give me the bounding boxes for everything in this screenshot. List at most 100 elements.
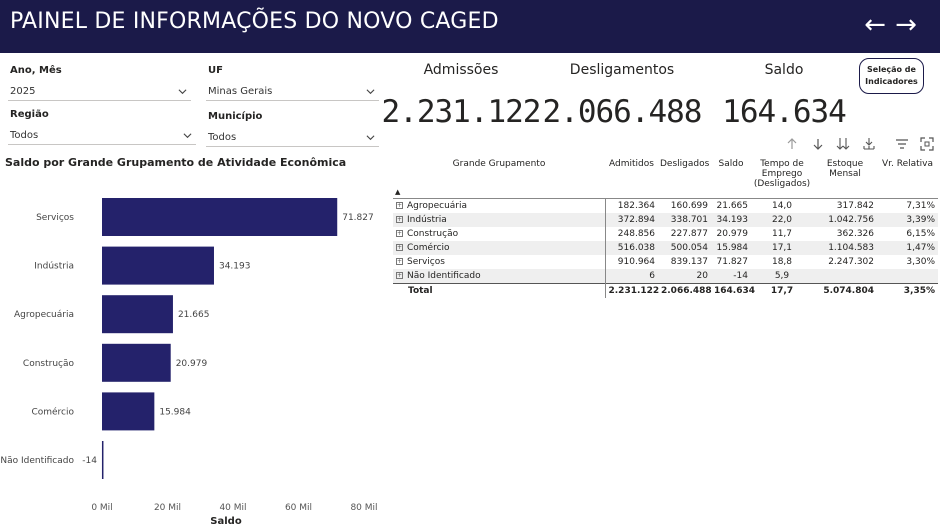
- table-row[interactable]: + Indústria 372.894 338.701 34.193 22,0 1.042.…: [393, 212, 938, 227]
- col-header-saldo[interactable]: Saldo: [718, 159, 744, 169]
- expand-plus-icon[interactable]: +: [396, 201, 403, 209]
- cell-saldo: 71.827: [716, 256, 749, 267]
- expand-plus-icon[interactable]: +: [396, 215, 403, 223]
- forward-arrow-icon[interactable]: →: [895, 10, 917, 40]
- category-label: Agropecuária: [14, 310, 74, 320]
- total-admitidos: 2.231.122: [604, 282, 659, 298]
- cell-admitidos: 372.894: [604, 212, 658, 227]
- cell-tempo: 17,1: [751, 240, 813, 255]
- table-row[interactable]: + Construção 248.856 227.877 20.979 11,7 362.3…: [393, 226, 938, 241]
- chevron-down-icon: [366, 135, 375, 141]
- kpi-admissoes-label: Admissões: [423, 62, 499, 78]
- selecao-indicadores-button[interactable]: Seleção de Indicadores: [859, 58, 924, 94]
- filter-label-municipio: Município: [208, 111, 263, 122]
- col-header-vr[interactable]: Vr. Relativa: [881, 159, 934, 169]
- category-label: Comércio: [31, 406, 74, 417]
- row-label[interactable]: + Construção: [393, 227, 605, 241]
- uf-dropdown[interactable]: Minas Gerais: [206, 83, 379, 101]
- bar: [102, 246, 214, 285]
- regiao-dropdown[interactable]: Todos: [8, 127, 196, 145]
- cell-estoque: [813, 268, 877, 283]
- drill-down-icon[interactable]: [811, 137, 825, 151]
- selecao-indicadores-line2: Indicadores: [865, 77, 918, 86]
- drill-up-icon[interactable]: [785, 137, 799, 151]
- ano-mes-dropdown[interactable]: 2025: [8, 83, 191, 101]
- col-header-tempo[interactable]: Tempo de Emprego (Desligados): [753, 159, 811, 189]
- regiao-value: Todos: [10, 130, 39, 141]
- row-label-text: Indústria: [407, 214, 447, 225]
- cell-desligados: 20: [658, 268, 711, 283]
- cell-admitidos: 182.364: [604, 198, 658, 213]
- cell-tempo: 14,0: [771, 200, 793, 211]
- chart-title: Saldo por Grande Grupamento de Atividade…: [5, 156, 347, 169]
- expand-plus-icon[interactable]: +: [396, 229, 403, 237]
- data-label: 34.193: [219, 262, 251, 272]
- data-label: -14: [82, 456, 97, 466]
- expand-all-icon[interactable]: [862, 137, 876, 151]
- municipio-value: Todos: [208, 132, 237, 143]
- col-header-desligados[interactable]: Desligados: [660, 159, 710, 169]
- total-label: Total: [393, 282, 605, 298]
- x-tick-label: 60 Mil: [285, 503, 312, 513]
- category-label: Indústria: [34, 262, 74, 272]
- cell-desligados: 500.054: [658, 240, 711, 255]
- row-label[interactable]: + Comércio: [393, 240, 605, 255]
- sort-ascending-icon: ▲: [395, 187, 401, 196]
- matrix-body: + Agropecuária 182.364 160.699 21.665 14,0 317…: [393, 198, 938, 298]
- kpi-saldo-value: 164.634: [722, 94, 847, 130]
- cell-saldo: -14: [711, 268, 751, 283]
- focus-mode-icon[interactable]: [920, 137, 934, 151]
- cell-desligados: 839.137: [670, 256, 708, 267]
- cell-tempo: 11,7: [771, 228, 793, 239]
- col-header-grupo-label: Grande Grupamento: [452, 159, 546, 169]
- back-arrow-icon[interactable]: ←: [864, 10, 886, 40]
- cell-vr: 7,31%: [906, 200, 935, 211]
- total-vr: 3,35%: [877, 282, 938, 298]
- expand-next-level-icon[interactable]: [836, 137, 850, 151]
- col-header-grupo[interactable]: Grande Grupamento ▲: [393, 158, 605, 198]
- row-label[interactable]: + Não Identificado: [393, 268, 605, 283]
- cell-saldo: 21.665: [716, 200, 749, 211]
- cell-estoque: 2.247.302: [828, 256, 874, 267]
- row-label-text: Serviços: [407, 256, 445, 267]
- x-tick-label: 80 Mil: [350, 503, 377, 513]
- category-label: Construção: [23, 359, 75, 369]
- cell-desligados: 160.699: [670, 200, 708, 211]
- kpi-saldo-label: Saldo: [764, 62, 804, 78]
- col-header-admitidos[interactable]: Admitidos: [609, 159, 654, 169]
- municipio-dropdown[interactable]: Todos: [206, 129, 379, 147]
- data-label: 71.827: [342, 213, 374, 223]
- total-desligados: 2.066.488: [658, 282, 712, 298]
- expand-plus-icon[interactable]: +: [396, 243, 403, 251]
- total-estoque: 5.074.804: [813, 282, 877, 298]
- cell-tempo: 22,0: [751, 212, 813, 227]
- cell-estoque: 362.326: [836, 228, 874, 239]
- category-label: Serviços: [36, 213, 74, 223]
- total-saldo: 164.634: [711, 282, 755, 298]
- cell-tempo: 5,9: [751, 268, 813, 283]
- bar: [102, 343, 171, 382]
- row-label[interactable]: + Serviços: [393, 255, 605, 269]
- table-row[interactable]: + Agropecuária 182.364 160.699 21.665 14,0 317…: [393, 198, 938, 213]
- cell-estoque: 317.842: [836, 200, 874, 211]
- bar: [102, 295, 173, 334]
- table-row[interactable]: + Serviços 910.964 839.137 71.827 18,8 2.247.3…: [393, 254, 938, 269]
- filter-icon[interactable]: [895, 137, 909, 151]
- col-header-estoque[interactable]: Estoque Mensal: [826, 159, 864, 179]
- cell-vr: 1,47%: [877, 240, 938, 255]
- row-label[interactable]: + Indústria: [393, 212, 605, 227]
- kpi-desligamentos-label: Desligamentos: [569, 62, 675, 78]
- expand-plus-icon[interactable]: +: [396, 257, 403, 265]
- cell-desligados: 338.701: [658, 212, 711, 227]
- table-row[interactable]: + Comércio 516.038 500.054 15.984 17,1 1.104.5…: [393, 240, 938, 255]
- table-row[interactable]: + Não Identificado 6 20 -14 5,9: [393, 268, 938, 283]
- row-label[interactable]: + Agropecuária: [393, 198, 605, 213]
- page-title: PAINEL DE INFORMAÇÕES DO NOVO CAGED: [10, 9, 499, 34]
- row-label-text: Agropecuária: [407, 200, 468, 211]
- uf-value: Minas Gerais: [208, 86, 273, 97]
- expand-plus-icon[interactable]: +: [396, 271, 403, 279]
- bar: [102, 392, 155, 431]
- filter-label-uf: UF: [208, 65, 223, 76]
- top-banner: PAINEL DE INFORMAÇÕES DO NOVO CAGED ← →: [0, 0, 940, 53]
- bar: [102, 198, 338, 236]
